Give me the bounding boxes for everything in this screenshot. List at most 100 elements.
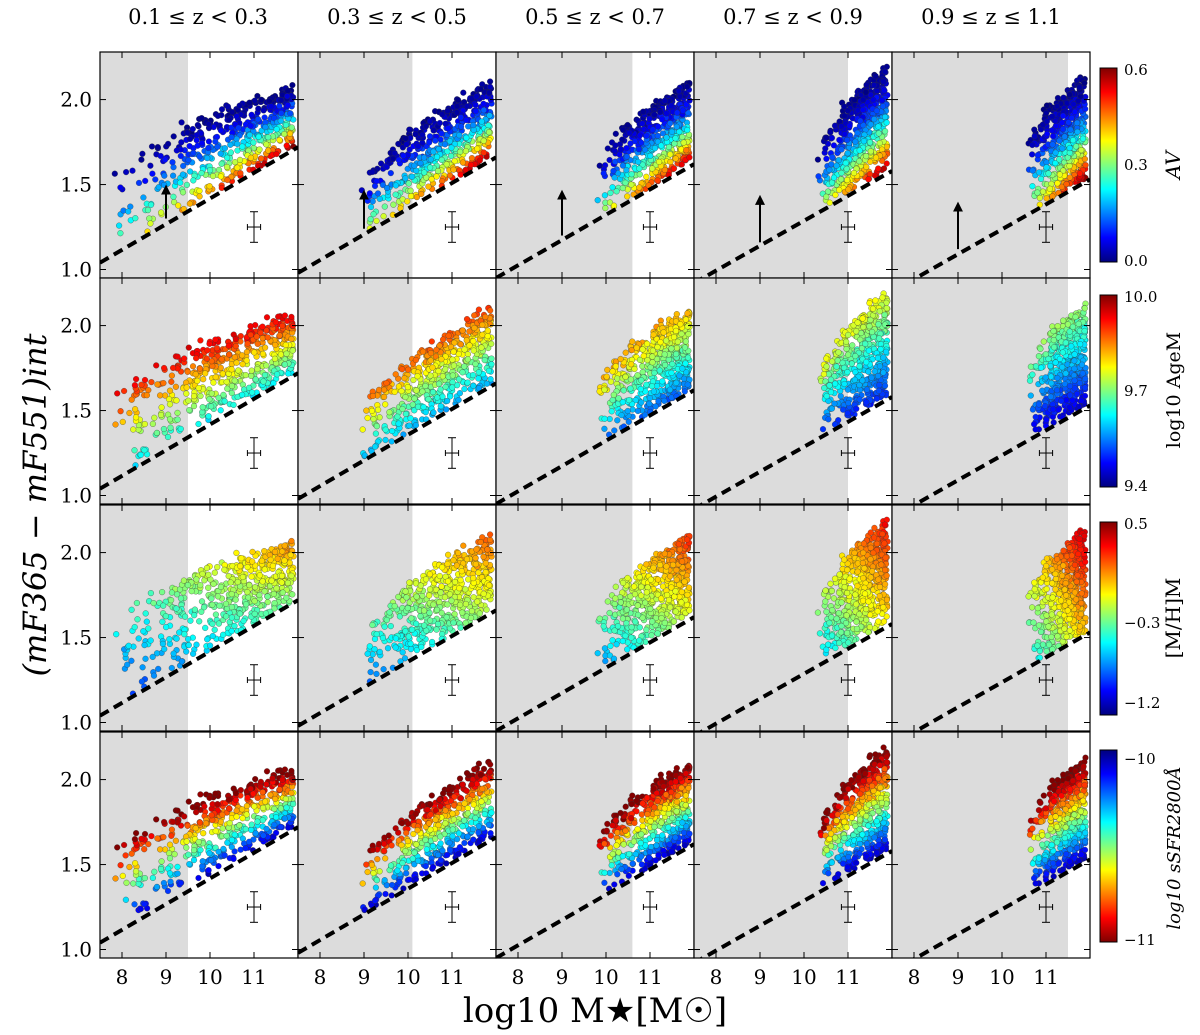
data-point — [445, 332, 452, 339]
data-point — [447, 343, 455, 350]
data-point — [196, 193, 203, 200]
data-point — [1080, 97, 1087, 104]
data-point — [634, 372, 641, 379]
data-point — [676, 372, 683, 379]
data-point — [686, 154, 693, 161]
data-point — [144, 207, 152, 214]
data-point — [383, 163, 390, 171]
data-point — [473, 93, 480, 100]
data-point — [258, 155, 265, 162]
data-point — [627, 385, 634, 392]
data-point — [359, 426, 366, 433]
data-point — [259, 335, 266, 342]
data-point — [433, 346, 440, 353]
data-point — [844, 369, 851, 376]
data-point — [876, 140, 883, 147]
data-point — [622, 179, 629, 186]
data-point — [475, 306, 482, 313]
data-point — [467, 161, 475, 168]
data-point — [239, 352, 246, 359]
data-point — [446, 138, 453, 145]
data-point — [217, 173, 224, 180]
data-point — [406, 126, 413, 133]
data-point — [1054, 94, 1061, 102]
panel-r1-c3 — [495, 51, 695, 279]
data-point — [425, 396, 432, 403]
data-point — [650, 331, 657, 338]
data-point — [263, 362, 270, 369]
data-point — [487, 78, 494, 85]
data-point — [438, 356, 445, 363]
data-point — [611, 147, 618, 154]
data-point — [273, 150, 280, 158]
data-point — [243, 357, 250, 364]
data-point — [281, 131, 288, 138]
data-point — [284, 93, 291, 100]
data-point — [206, 396, 213, 403]
data-point — [609, 368, 616, 375]
data-point — [257, 329, 264, 336]
data-point — [255, 162, 262, 169]
data-point — [867, 316, 874, 323]
data-point — [430, 148, 437, 155]
data-point — [673, 311, 680, 318]
data-point — [444, 148, 451, 155]
data-point — [676, 93, 683, 100]
data-point — [486, 112, 493, 119]
data-point — [373, 423, 380, 430]
data-point — [1056, 171, 1063, 178]
data-point — [859, 106, 866, 114]
data-point — [594, 197, 601, 204]
data-point — [1066, 174, 1073, 181]
data-point — [116, 222, 123, 229]
data-point — [254, 366, 261, 373]
data-point — [443, 161, 450, 168]
data-point — [402, 394, 409, 401]
data-point — [186, 407, 193, 414]
data-point — [277, 117, 284, 124]
data-point — [237, 333, 244, 340]
data-point — [666, 386, 674, 393]
data-point — [682, 360, 689, 367]
data-point — [880, 78, 887, 85]
data-point — [407, 415, 414, 422]
data-point — [141, 376, 149, 384]
data-point — [684, 310, 691, 317]
data-point — [208, 390, 215, 397]
data-point — [123, 169, 130, 176]
data-point — [826, 199, 833, 206]
data-point — [449, 379, 456, 386]
data-point — [606, 199, 614, 206]
data-point — [883, 160, 890, 167]
data-point — [179, 189, 187, 196]
data-point — [487, 83, 494, 90]
data-point — [668, 102, 675, 109]
data-point — [480, 137, 487, 144]
data-point — [635, 158, 642, 165]
completeness-cut-line — [298, 381, 496, 501]
data-point — [290, 116, 297, 123]
data-point — [161, 181, 168, 189]
data-point — [457, 171, 464, 178]
data-point — [661, 166, 668, 173]
data-point — [623, 167, 630, 174]
data-point — [844, 386, 851, 393]
error-bar — [840, 437, 856, 469]
data-point — [158, 209, 165, 216]
data-point — [262, 344, 269, 351]
data-point — [883, 119, 890, 126]
data-point — [184, 368, 191, 375]
data-point — [247, 323, 254, 330]
data-point — [392, 191, 399, 198]
data-point — [1058, 183, 1065, 190]
data-point — [831, 122, 839, 129]
data-point — [856, 396, 863, 403]
data-point — [826, 382, 833, 389]
data-point — [1059, 126, 1066, 133]
data-point — [837, 176, 845, 183]
error-bar — [444, 437, 460, 469]
data-point — [640, 108, 647, 115]
data-point — [626, 397, 633, 404]
data-point — [443, 406, 450, 413]
error-bar — [246, 211, 262, 243]
